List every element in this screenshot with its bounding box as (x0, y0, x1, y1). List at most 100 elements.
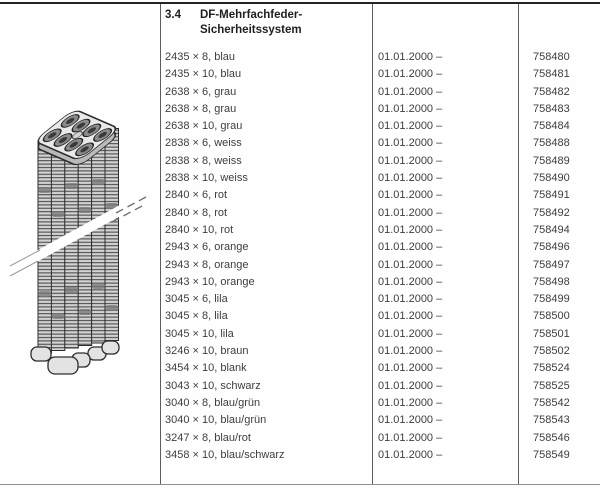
product-spec-cell: 2943 × 6, orange (165, 241, 249, 254)
article-number-cell: 758492 (533, 206, 570, 219)
valid-from-date-cell: 01.01.2000 – (378, 189, 443, 202)
product-spec-cell: 2638 × 8, grau (165, 102, 237, 115)
section-title-line-1: DF-Mehrfachfeder- (200, 9, 303, 21)
column-divider-1 (160, 4, 161, 484)
product-spec-cell: 2943 × 10, orange (165, 275, 255, 288)
article-number-cell: 758494 (533, 223, 570, 236)
valid-from-date-cell: 01.01.2000 – (378, 172, 443, 185)
spring-pack-illustration-icon (7, 110, 147, 375)
product-spec-cell: 2840 × 10, rot (165, 223, 234, 236)
article-number-cell: 758542 (533, 396, 570, 409)
section-header: 3.4 DF-Mehrfachfeder- Sicherheitssystem (165, 8, 302, 38)
valid-from-date-cell: 01.01.2000 – (378, 120, 443, 133)
product-spec-cell: 3040 × 10, blau/grün (165, 414, 267, 427)
article-number-cell: 758488 (533, 137, 570, 150)
product-spec-cell: 2838 × 6, weiss (165, 137, 242, 150)
section-title-line-2: Sicherheitssystem (200, 24, 302, 36)
table-row: 2840 × 10, rot 01.01.2000 – 758494 (165, 222, 600, 239)
section-number: 3.4 (165, 9, 181, 21)
valid-from-date-cell: 01.01.2000 – (378, 68, 443, 81)
valid-from-date-cell: 01.01.2000 – (378, 206, 443, 219)
table-row: 3458 × 10, blau/schwarz 01.01.2000 – 758… (165, 447, 600, 464)
table-row: 3040 × 10, blau/grün 01.01.2000 – 758543 (165, 412, 600, 429)
table-row: 2435 × 10, blau 01.01.2000 – 758481 (165, 66, 600, 83)
table-row: 3045 × 8, lila 01.01.2000 – 758500 (165, 308, 600, 325)
product-spec-cell: 3040 × 8, blau/grün (165, 396, 261, 409)
article-number-cell: 758543 (533, 414, 570, 427)
valid-from-date-cell: 01.01.2000 – (378, 327, 443, 340)
product-spec-cell: 3045 × 10, lila (165, 327, 234, 340)
product-spec-cell: 3246 × 10, braun (165, 345, 249, 358)
product-spec-cell: 2840 × 6, rot (165, 189, 228, 202)
spring-joints (38, 179, 119, 319)
table-row: 3040 × 8, blau/grün 01.01.2000 – 758542 (165, 395, 600, 412)
valid-from-date-cell: 01.01.2000 – (378, 102, 443, 115)
table-row: 2838 × 8, weiss 01.01.2000 – 758489 (165, 153, 600, 170)
spring-pack-bottom-caps (30, 340, 120, 375)
valid-from-date-cell: 01.01.2000 – (378, 448, 443, 461)
product-spec-cell: 3045 × 6, lila (165, 293, 228, 306)
product-spec-cell: 3247 × 8, blau/rot (165, 431, 251, 444)
table-row: 2435 × 8, blau 01.01.2000 – 758480 (165, 49, 600, 66)
table-row: 2943 × 10, orange 01.01.2000 – 758498 (165, 274, 600, 291)
table-row: 3454 × 10, blank 01.01.2000 – 758524 (165, 360, 600, 377)
product-spec-cell: 2838 × 10, weiss (165, 172, 248, 185)
column-divider-2 (372, 4, 373, 484)
valid-from-date-cell: 01.01.2000 – (378, 137, 443, 150)
article-number-cell: 758491 (533, 189, 570, 202)
spring-pack-top-plate (37, 110, 117, 166)
article-number-cell: 758484 (533, 120, 570, 133)
valid-from-date-cell: 01.01.2000 – (378, 241, 443, 254)
article-number-cell: 758502 (533, 345, 570, 358)
article-number-cell: 758497 (533, 258, 570, 271)
product-spec-cell: 2638 × 10, grau (165, 120, 243, 133)
article-number-cell: 758524 (533, 362, 570, 375)
product-spec-cell: 3043 × 10, schwarz (165, 379, 261, 392)
valid-from-date-cell: 01.01.2000 – (378, 258, 443, 271)
article-number-cell: 758483 (533, 102, 570, 115)
article-number-cell: 758490 (533, 172, 570, 185)
table-row: 2840 × 8, rot 01.01.2000 – 758492 (165, 205, 600, 222)
product-spec-cell: 2435 × 8, blau (165, 51, 236, 63)
top-rule (0, 2, 600, 4)
valid-from-date-cell: 01.01.2000 – (378, 431, 443, 444)
table-row: 3043 × 10, schwarz 01.01.2000 – 758525 (165, 378, 600, 395)
table-row: 2838 × 10, weiss 01.01.2000 – 758490 (165, 170, 600, 187)
valid-from-date-cell: 01.01.2000 – (378, 345, 443, 358)
article-number-cell: 758480 (533, 51, 570, 63)
product-spec-cell: 2840 × 8, rot (165, 206, 228, 219)
article-number-cell: 758481 (533, 68, 570, 81)
article-number-cell: 758499 (533, 293, 570, 306)
valid-from-date-cell: 01.01.2000 – (378, 293, 443, 306)
article-number-cell: 758496 (533, 241, 570, 254)
article-number-cell: 758549 (533, 448, 570, 461)
valid-from-date-cell: 01.01.2000 – (378, 414, 443, 427)
table-row: 2943 × 6, orange 01.01.2000 – 758496 (165, 239, 600, 256)
table-row: 2638 × 10, grau 01.01.2000 – 758484 (165, 118, 600, 135)
article-number-cell: 758525 (533, 379, 570, 392)
article-number-cell: 758498 (533, 275, 570, 288)
product-spec-cell: 3458 × 10, blau/schwarz (165, 448, 285, 461)
valid-from-date-cell: 01.01.2000 – (378, 362, 443, 375)
section-title: DF-Mehrfachfeder- Sicherheitssystem (200, 8, 302, 38)
table-row: 2840 × 6, rot 01.01.2000 – 758491 (165, 187, 600, 204)
article-number-cell: 758489 (533, 154, 570, 167)
valid-from-date-cell: 01.01.2000 – (378, 223, 443, 236)
table-row: 3045 × 10, lila 01.01.2000 – 758501 (165, 326, 600, 343)
product-spec-cell: 2638 × 6, grau (165, 85, 237, 98)
product-spec-cell: 2435 × 10, blau (165, 68, 242, 81)
table-row: 3045 × 6, lila 01.01.2000 – 758499 (165, 291, 600, 308)
bottom-rule (0, 484, 600, 485)
table-row: 2638 × 6, grau 01.01.2000 – 758482 (165, 84, 600, 101)
table-row: 3246 × 10, braun 01.01.2000 – 758502 (165, 343, 600, 360)
table-row: 2943 × 8, orange 01.01.2000 – 758497 (165, 257, 600, 274)
valid-from-date-cell: 01.01.2000 – (378, 154, 443, 167)
article-number-cell: 758500 (533, 310, 570, 323)
product-spec-cell: 3454 × 10, blank (165, 362, 247, 375)
table-row: 3247 × 8, blau/rot 01.01.2000 – 758546 (165, 430, 600, 447)
product-spec-cell: 3045 × 8, lila (165, 310, 228, 323)
article-number-cell: 758482 (533, 85, 570, 98)
valid-from-date-cell: 01.01.2000 – (378, 85, 443, 98)
valid-from-date-cell: 01.01.2000 – (378, 51, 443, 63)
valid-from-date-cell: 01.01.2000 – (378, 275, 443, 288)
